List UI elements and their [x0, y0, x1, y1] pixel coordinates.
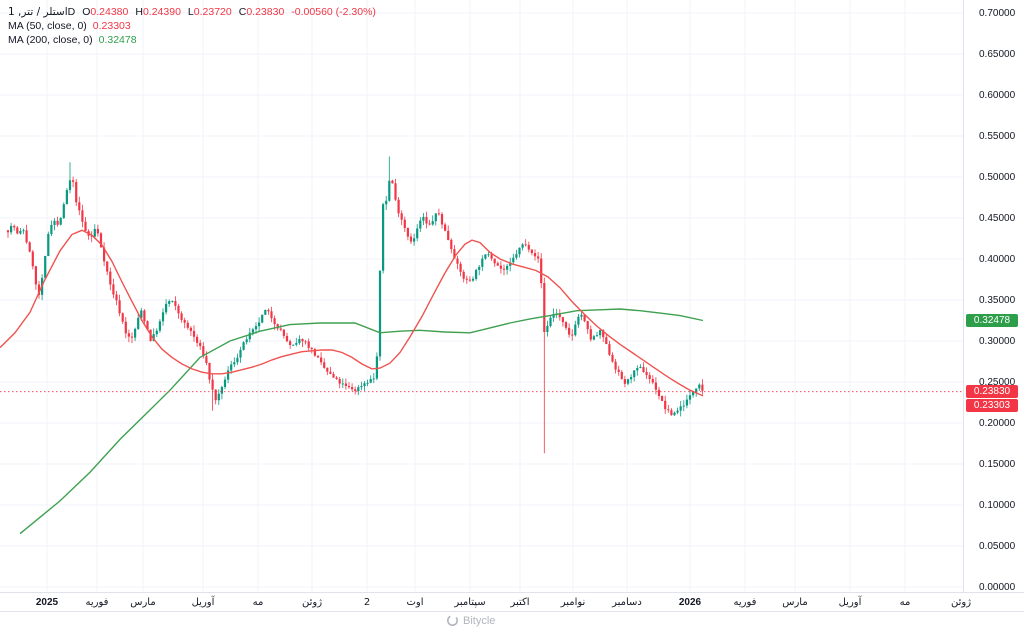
time-axis-label: 2026: [678, 597, 702, 608]
time-axis-label: سپتامبر: [454, 597, 486, 608]
time-axis-label: دسامبر: [612, 597, 642, 608]
price-axis-label: 0.55000: [979, 130, 1016, 142]
time-axis-label: مه: [252, 597, 264, 608]
ma50-label: MA (50, close, 0): [8, 20, 87, 32]
time-axis-label: 2025: [35, 597, 59, 608]
price-axis-label: 0.40000: [979, 253, 1016, 265]
legend-ma200-row[interactable]: MA (200, close, 0) 0.32478: [8, 33, 376, 47]
time-axis-label: مارس: [782, 597, 808, 608]
price-axis-label: 0.25000: [979, 376, 1016, 388]
legend-ma50-row[interactable]: MA (50, close, 0) 0.23303: [8, 19, 376, 33]
time-axis-label: اکتبر: [510, 597, 530, 608]
time-axis-label: آوریل: [838, 597, 862, 608]
ohlc-item: H0.24390: [135, 6, 181, 18]
watermark-text: Bitycle: [463, 614, 496, 627]
price-badge: 0.23303: [966, 398, 1018, 412]
time-axis-label: ژوئن: [301, 597, 323, 608]
ma200-value: 0.32478: [98, 34, 137, 46]
time-axis-label: نوامبر: [560, 597, 586, 608]
bitycle-logo-icon: [447, 615, 458, 626]
time-axis-label: 2: [363, 597, 371, 608]
watermark: Bitycle: [446, 614, 495, 627]
time-axis-label: آوریل: [191, 597, 215, 608]
ma200-label: MA (200, close, 0): [8, 34, 93, 46]
price-axis-label: 0.70000: [979, 7, 1016, 19]
ohlc-item: L0.23720: [187, 6, 232, 18]
price-axis-label: 0.10000: [979, 499, 1016, 511]
time-axis-label: ژوئن: [950, 597, 972, 608]
price-axis-label: 0.15000: [979, 458, 1016, 470]
price-badge: 0.23830: [966, 385, 1018, 399]
ohlc-item: C0.23830: [238, 6, 285, 18]
price-axis-label: 0.35000: [979, 294, 1016, 306]
price-axis-label: 0.65000: [979, 48, 1016, 60]
price-axis-label: 0.00000: [979, 581, 1016, 593]
time-axis-label: مارس: [130, 597, 156, 608]
price-axis-label: 0.60000: [979, 89, 1016, 101]
price-badge: 0.32478: [966, 314, 1018, 328]
ohlc-values: O0.24380 H0.24390 L0.23720 C0.23830: [75, 6, 284, 18]
price-axis-label: 0.50000: [979, 171, 1016, 183]
symbol-title: استلر / تتر, 1: [8, 6, 68, 18]
timeframe-label: D: [67, 6, 76, 18]
time-axis-label: فوریه: [85, 597, 109, 608]
time-axis-label: مه: [899, 597, 911, 608]
price-axis-label: 0.20000: [979, 417, 1016, 429]
ohlc-item: O0.24380: [82, 6, 129, 18]
time-axis-label: فوریه: [733, 597, 757, 608]
time-axis-label: اوت: [406, 597, 424, 608]
price-axis-label: 0.30000: [979, 335, 1016, 347]
price-axis-label: 0.45000: [979, 212, 1016, 224]
ma50-value: 0.23303: [92, 20, 131, 32]
price-axis-label: 0.05000: [979, 540, 1016, 552]
change-value: -0.00560 (-2.30%): [291, 6, 376, 18]
